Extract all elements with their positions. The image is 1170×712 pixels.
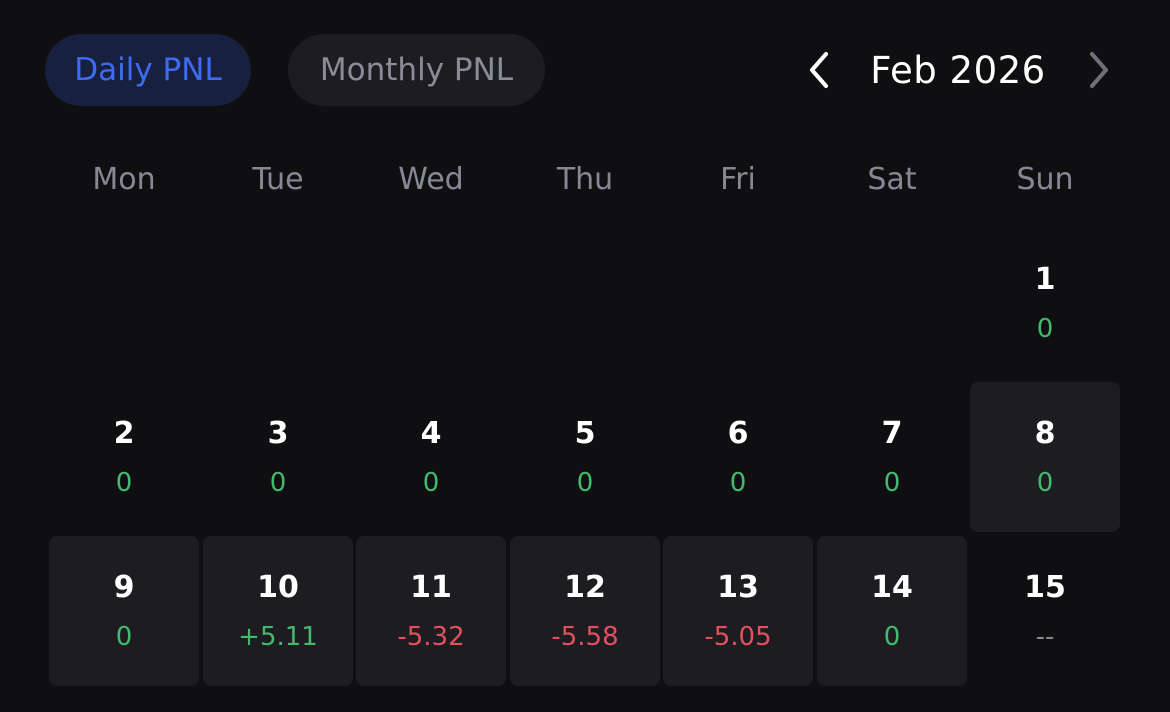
weekday-mon: Mon: [92, 162, 156, 197]
day-number: 3: [267, 416, 289, 451]
prev-month-button[interactable]: [798, 48, 838, 92]
next-month-button[interactable]: [1080, 48, 1120, 92]
day-number: 9: [113, 570, 135, 605]
day-pnl-value: -5.58: [551, 622, 619, 652]
day-pnl-value: 0: [1036, 314, 1054, 344]
day-number: 1: [1034, 262, 1056, 297]
weekday-sun: Sun: [1016, 162, 1074, 197]
day-pnl-value: -5.32: [397, 622, 465, 652]
day-pnl-value: +5.11: [238, 622, 318, 652]
chevron-left-icon: [810, 52, 828, 88]
weekday-wed: Wed: [398, 162, 464, 197]
calendar-day-14[interactable]: 14 0: [817, 536, 967, 686]
weekday-tue: Tue: [252, 162, 304, 197]
calendar-day-11[interactable]: 11 -5.32: [356, 536, 506, 686]
weekday-thu: Thu: [556, 162, 614, 197]
day-number: 5: [574, 416, 596, 451]
day-pnl-value: 0: [269, 468, 287, 498]
day-pnl-value: 0: [115, 622, 133, 652]
weekday-sat: Sat: [867, 162, 917, 197]
calendar-day-13[interactable]: 13 -5.05: [663, 536, 813, 686]
day-pnl-value: 0: [883, 622, 901, 652]
day-number: 11: [410, 570, 452, 605]
current-month-title: Feb 2026: [870, 49, 1046, 92]
monthly-pnl-tab[interactable]: Monthly PNL: [288, 34, 545, 106]
day-pnl-value: 0: [883, 468, 901, 498]
day-number: 7: [881, 416, 903, 451]
day-number: 13: [717, 570, 759, 605]
day-number: 6: [727, 416, 749, 451]
day-pnl-value: --: [1035, 622, 1055, 652]
calendar-day-10[interactable]: 10 +5.11: [203, 536, 353, 686]
day-number: 8: [1034, 416, 1056, 451]
calendar-day-15[interactable]: 15 --: [970, 536, 1120, 686]
day-number: 10: [257, 570, 299, 605]
day-pnl-value: 0: [729, 468, 747, 498]
day-pnl-value: 0: [115, 468, 133, 498]
day-pnl-value: 0: [1036, 468, 1054, 498]
day-pnl-value: -5.05: [704, 622, 772, 652]
day-pnl-value: 0: [422, 468, 440, 498]
calendar-day-12[interactable]: 12 -5.58: [510, 536, 660, 686]
daily-pnl-tab[interactable]: Daily PNL: [45, 34, 251, 106]
day-number: 2: [113, 416, 135, 451]
chevron-right-icon: [1090, 52, 1108, 88]
day-number: 14: [871, 570, 913, 605]
day-number: 15: [1024, 570, 1066, 605]
day-pnl-value: 0: [576, 468, 594, 498]
day-number: 4: [420, 416, 442, 451]
day-number: 12: [564, 570, 606, 605]
weekday-fri: Fri: [720, 162, 756, 197]
